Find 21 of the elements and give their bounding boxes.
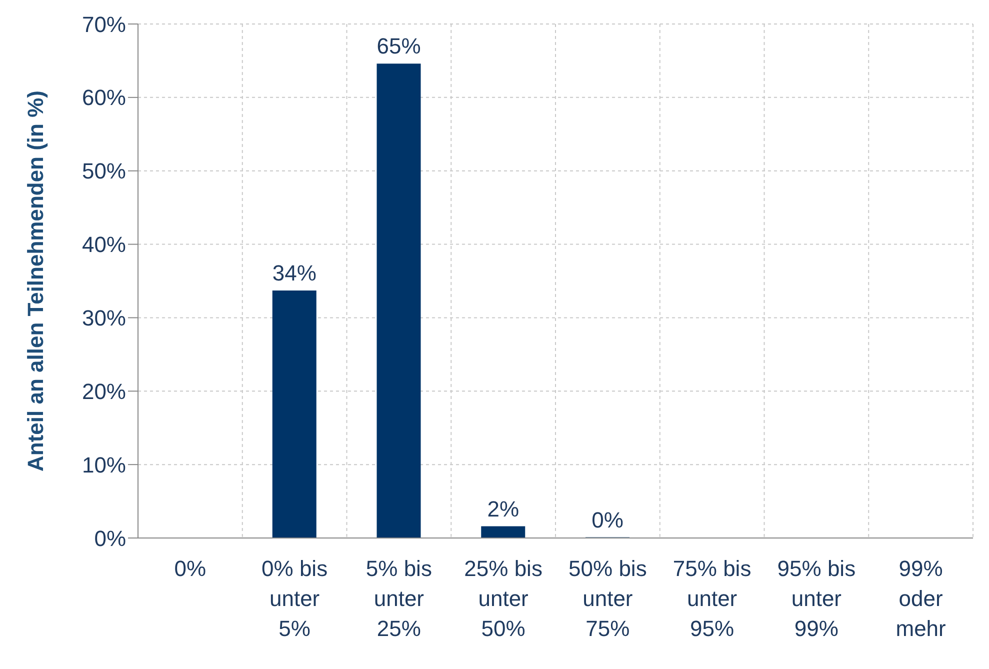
y-tick-label: 50% [82, 158, 126, 184]
x-tick-label: 50% bis unter 75% [568, 556, 647, 641]
y-axis-title: Anteil an allen Teilnehmenden (in %) [22, 90, 48, 472]
y-tick-label: 70% [82, 12, 126, 37]
y-tick-label: 20% [82, 378, 126, 404]
y-tick-label: 10% [82, 452, 126, 478]
y-tick-label: 60% [82, 85, 126, 110]
y-tick-label: 30% [82, 306, 126, 331]
x-tick-label: 0% bis unter 5% [262, 556, 328, 641]
x-tick-label: 95% bis unter 99% [777, 556, 856, 641]
x-tick-label: 75% bis unter 95% [672, 556, 752, 641]
x-tick-label: 25% bis unter 50% [464, 556, 542, 641]
y-tick-label: 40% [82, 232, 126, 258]
x-tick-label: 99% oder mehr [896, 556, 946, 641]
data-label: 34% [272, 260, 316, 286]
y-tick-label: 0% [94, 526, 126, 551]
data-label: 0% [592, 507, 624, 532]
x-tick-label: 5% bis unter 25% [366, 556, 432, 641]
data-label: 65% [376, 34, 421, 59]
x-tick-label: 0% [174, 556, 206, 581]
data-label: 2% [487, 496, 520, 522]
